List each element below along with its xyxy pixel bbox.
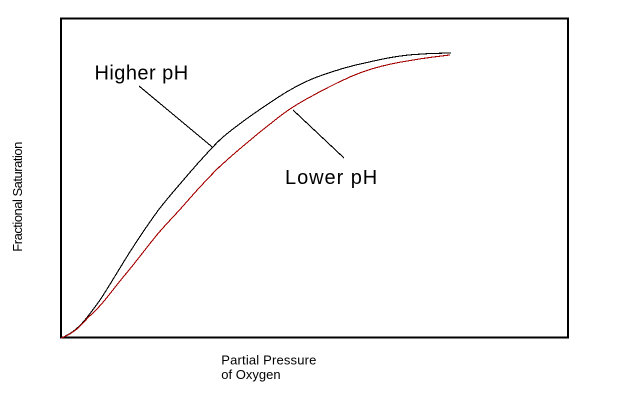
svg-text:Partial Pressure: Partial Pressure	[221, 353, 316, 368]
svg-text:of Oxygen: of Oxygen	[221, 367, 280, 382]
svg-text:Higher pH: Higher pH	[95, 63, 189, 85]
svg-text:Lower pH: Lower pH	[285, 167, 378, 189]
svg-text:Fractional Saturation: Fractional Saturation	[10, 142, 25, 252]
